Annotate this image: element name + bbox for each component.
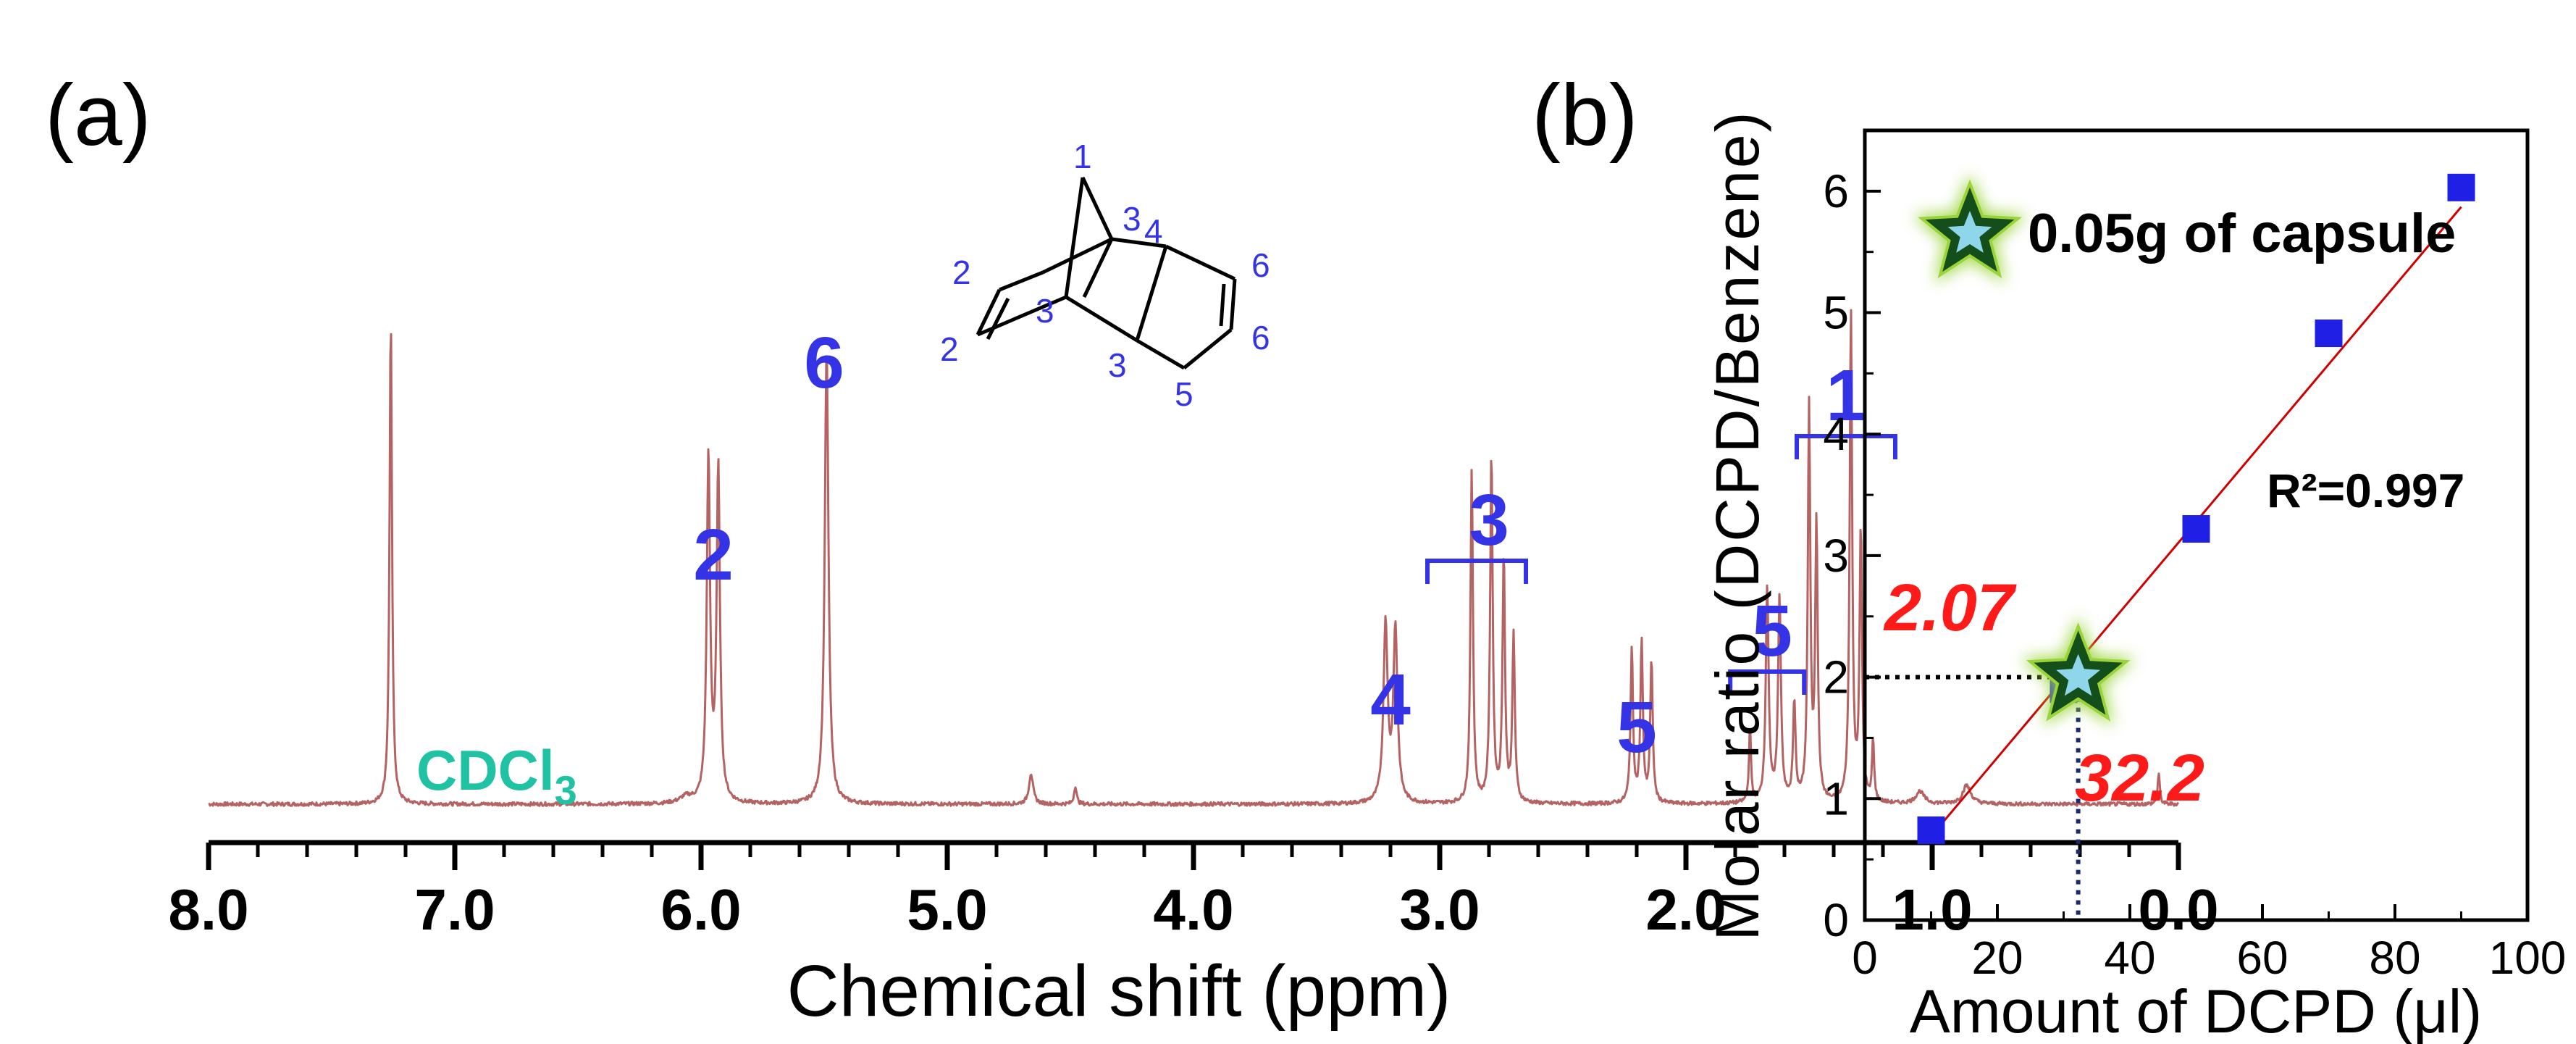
y-tick-label: 1 xyxy=(1823,772,1849,824)
panel-a-label: (a) xyxy=(45,67,151,164)
peak-label-6: 6 xyxy=(804,322,844,404)
atom-label: 4 xyxy=(1144,212,1163,250)
panel-b-x-axis-title: Amount of DCPD (μl) xyxy=(1910,977,2483,1044)
solvent-label: CDCl3 xyxy=(416,738,577,813)
y-tick-label: 4 xyxy=(1823,408,1849,460)
peak-labels: 2 6 3 4 5 5 1 xyxy=(693,322,1897,768)
peak-bracket xyxy=(1425,559,1528,584)
nmr-spectrum xyxy=(208,309,2180,807)
atom-label: 1 xyxy=(1073,138,1092,175)
x-tick-label: 100 xyxy=(2489,932,2567,984)
bond xyxy=(1041,237,1113,275)
x-tick-label: 0.0 xyxy=(2138,877,2218,942)
solvent-label-main: CDCl xyxy=(416,738,555,802)
panel-b-ticks: 0 20 40 60 80 100 0 1 2 3 4 5 6 xyxy=(1823,129,2567,984)
bond xyxy=(1229,278,1237,330)
peak-label-text: 4 xyxy=(1370,659,1411,740)
y-tick-label: 6 xyxy=(1823,165,1849,217)
y-tick-label: 3 xyxy=(1823,530,1849,582)
r-squared-label: R²=0.997 xyxy=(2267,464,2464,517)
panel-b-y-axis-title: Molar ratio (DCPD/Benzene) xyxy=(1703,109,1771,940)
annotation-y-value: 2.07 xyxy=(1883,571,2017,645)
peak-bracket xyxy=(1728,669,1807,695)
bond xyxy=(999,270,1044,292)
peak-label-text: 1 xyxy=(1826,355,1866,436)
peak-label-5: 5 xyxy=(1728,590,1807,695)
bond xyxy=(1065,295,1138,343)
x-tick-label: 7.0 xyxy=(414,877,495,942)
x-tick-label: 2.0 xyxy=(1645,877,1726,942)
dcpd-structure-diagram xyxy=(976,176,1237,370)
legend-star-marker xyxy=(1912,173,2028,283)
capsule-star-marker xyxy=(2020,616,2136,727)
bond xyxy=(1081,176,1114,241)
star-inner xyxy=(1947,211,1992,253)
spectrum-trace xyxy=(208,309,2180,807)
peak-label-2: 2 xyxy=(693,514,734,596)
x-tick-label: 1.0 xyxy=(1892,877,1972,942)
bond xyxy=(976,288,1002,336)
peak-label-1: 1 xyxy=(1795,355,1897,459)
bond xyxy=(1136,338,1186,370)
x-tick-label: 3.0 xyxy=(1399,877,1480,942)
annotation-x-value: 32.2 xyxy=(2075,741,2204,815)
data-point xyxy=(2447,173,2475,201)
legend-star xyxy=(1912,173,2028,283)
x-tick-label: 60 xyxy=(2236,932,2288,984)
panel-b-plot-area xyxy=(1865,173,2475,920)
panel-a-x-ticks: 8.0 7.0 6.0 5.0 4.0 3.0 2.0 1.0 0.0 xyxy=(168,843,2219,942)
peak-label-text: 5 xyxy=(1752,590,1792,672)
x-tick-label: 80 xyxy=(2369,932,2420,984)
bond xyxy=(1183,328,1233,369)
panel-b: (b) 0 20 40 60 80 100 0 1 2 3 4 5 6 Amount of DCPD (… xyxy=(1532,67,2566,1044)
star-inner xyxy=(2056,653,2101,696)
y-tick-label: 5 xyxy=(1823,287,1849,339)
data-point xyxy=(2315,320,2343,348)
bond xyxy=(1082,238,1114,298)
atom-label: 2 xyxy=(952,254,971,291)
peak-label-3: 3 xyxy=(1425,480,1528,584)
bond xyxy=(1111,237,1167,249)
atom-label: 6 xyxy=(1251,246,1270,284)
peak-label-text: 5 xyxy=(1616,687,1657,768)
panel-b-label: (b) xyxy=(1532,67,1638,164)
solvent-label-subscript: 3 xyxy=(555,767,577,813)
bond xyxy=(1135,246,1168,341)
x-tick-label: 0 xyxy=(1852,932,1878,984)
y-tick-label: 2 xyxy=(1823,651,1849,703)
x-tick-label: 4.0 xyxy=(1153,877,1233,942)
panel-a: (a) 8.0 7.0 6.0 5.0 4.0 3.0 2.0 1.0 0.0 Chemical… xyxy=(45,67,2219,1032)
bond xyxy=(977,295,1067,337)
panel-a-x-axis-title: Chemical shift (ppm) xyxy=(787,951,1451,1032)
peak-label-text: 3 xyxy=(1469,480,1509,561)
atom-label: 3 xyxy=(1123,200,1141,238)
bond xyxy=(1219,283,1226,327)
peak-label-5: 5 xyxy=(1616,687,1657,768)
atom-label: 5 xyxy=(1175,375,1193,413)
peak-label-text: 6 xyxy=(804,322,844,404)
x-tick-label: 5.0 xyxy=(907,877,987,942)
legend-label: 0.05g of capsule xyxy=(2028,203,2456,264)
peak-bracket xyxy=(1795,434,1897,459)
bond xyxy=(1064,177,1085,298)
x-tick-label: 8.0 xyxy=(168,877,248,942)
data-point xyxy=(1917,816,1945,844)
atom-label: 6 xyxy=(1251,319,1270,356)
data-point xyxy=(2182,515,2210,543)
atom-label: 3 xyxy=(1036,292,1054,330)
y-tick-label: 0 xyxy=(1823,894,1849,946)
bond xyxy=(986,297,1010,341)
x-tick-label: 40 xyxy=(2104,932,2155,984)
peak-label-text: 2 xyxy=(693,514,734,596)
atom-label: 3 xyxy=(1108,346,1127,384)
atom-label: 2 xyxy=(940,330,959,368)
x-tick-label: 6.0 xyxy=(660,877,741,942)
bond xyxy=(1165,244,1236,281)
x-tick-label: 20 xyxy=(1971,932,2023,984)
peak-label-4: 4 xyxy=(1370,659,1411,740)
